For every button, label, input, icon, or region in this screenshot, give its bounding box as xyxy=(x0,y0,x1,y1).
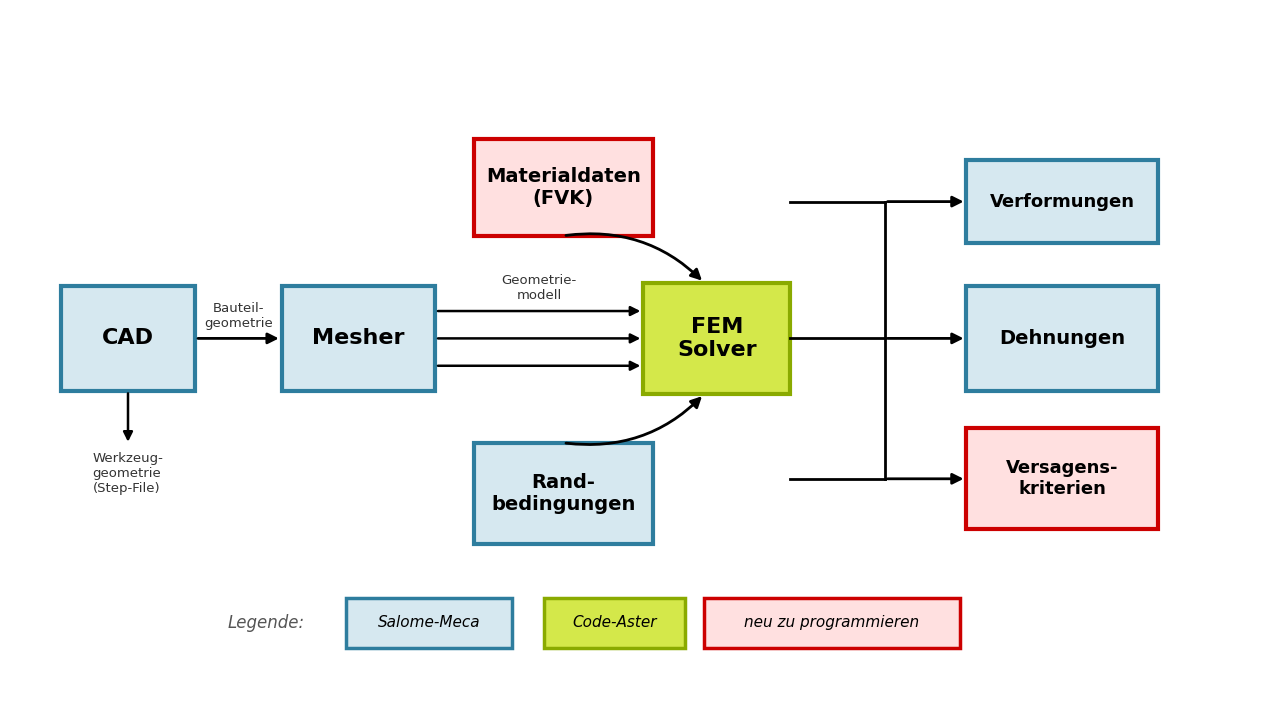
FancyBboxPatch shape xyxy=(966,287,1158,390)
Text: Legende:: Legende: xyxy=(228,613,305,632)
FancyBboxPatch shape xyxy=(474,443,653,544)
FancyBboxPatch shape xyxy=(966,161,1158,243)
Text: Materialdaten
(FVK): Materialdaten (FVK) xyxy=(486,167,640,207)
Text: Rand-
bedingungen: Rand- bedingungen xyxy=(492,473,635,513)
FancyBboxPatch shape xyxy=(544,598,685,648)
Text: Salome-Meca: Salome-Meca xyxy=(378,616,480,630)
Text: Verformungen: Verformungen xyxy=(989,193,1135,211)
Text: FEM
Solver: FEM Solver xyxy=(677,317,756,360)
Text: Mesher: Mesher xyxy=(312,328,404,348)
Text: Code-Aster: Code-Aster xyxy=(572,616,657,630)
Text: Werkzeug-
geometrie
(Step-File): Werkzeug- geometrie (Step-File) xyxy=(92,452,164,495)
FancyBboxPatch shape xyxy=(704,598,960,648)
FancyBboxPatch shape xyxy=(474,139,653,236)
Text: Geometrie-
modell: Geometrie- modell xyxy=(502,274,577,302)
FancyBboxPatch shape xyxy=(966,428,1158,529)
FancyBboxPatch shape xyxy=(61,287,195,390)
Text: CAD: CAD xyxy=(102,328,154,348)
Text: Versagens-
kriterien: Versagens- kriterien xyxy=(1006,459,1119,498)
Text: neu zu programmieren: neu zu programmieren xyxy=(745,616,919,630)
Text: Dehnungen: Dehnungen xyxy=(1000,329,1125,348)
FancyBboxPatch shape xyxy=(346,598,512,648)
Text: Bauteil-
geometrie: Bauteil- geometrie xyxy=(204,302,273,330)
FancyBboxPatch shape xyxy=(644,282,791,395)
FancyBboxPatch shape xyxy=(282,287,435,390)
